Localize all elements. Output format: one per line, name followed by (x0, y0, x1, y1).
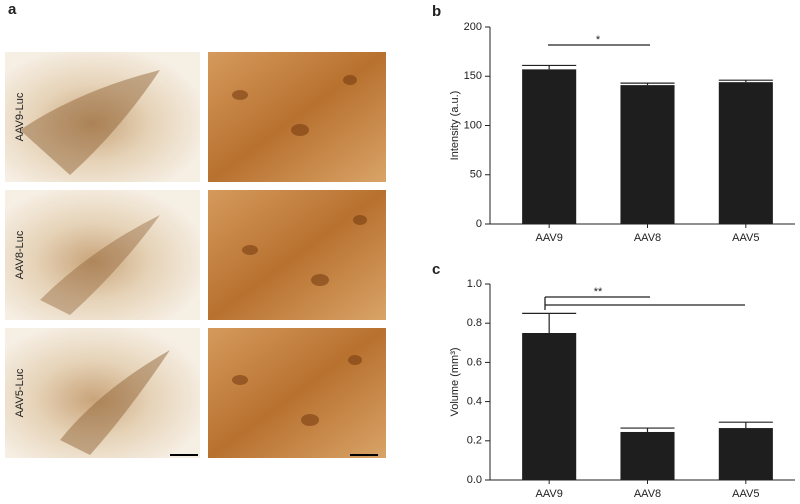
x-tick-label: AAV8 (634, 488, 661, 500)
y-tick-label: 200 (464, 21, 482, 33)
significance-label: ** (594, 286, 603, 298)
y-axis-label: Volume (mm³) (449, 347, 461, 416)
y-tick-label: 0.8 (467, 317, 482, 329)
significance-label: * (596, 34, 601, 46)
error-bar (522, 312, 577, 333)
x-tick-label: AAV8 (634, 232, 661, 244)
x-tick-label: AAV5 (732, 488, 759, 500)
y-tick-label: 100 (464, 119, 482, 131)
bar (620, 431, 675, 480)
y-tick-label: 0.4 (467, 396, 482, 408)
bar (522, 69, 577, 224)
x-tick-label: AAV5 (732, 232, 759, 244)
bar (718, 428, 773, 480)
micrograph (208, 52, 386, 182)
row-label: AAV9-Luc (14, 92, 26, 141)
micrograph-detail (60, 350, 170, 455)
micrographs (5, 52, 386, 458)
row-label: AAV8-Luc (14, 230, 26, 279)
error-bar (620, 82, 675, 86)
y-axis-label: Intensity (a.u.) (449, 91, 461, 161)
error-bar (718, 79, 773, 83)
micrograph (5, 328, 200, 458)
y-tick-label: 1.0 (467, 278, 482, 290)
x-tick-label: AAV9 (536, 232, 563, 244)
micrograph-detail (40, 215, 160, 315)
bar (522, 333, 577, 480)
row-label: AAV5-Luc (14, 368, 26, 417)
micrograph (208, 190, 386, 320)
bar (620, 85, 675, 225)
panel-label: b (432, 3, 441, 20)
y-tick-label: 50 (470, 169, 482, 181)
error-bar (620, 427, 675, 432)
panel-label: c (432, 261, 440, 278)
error-bar (718, 421, 773, 429)
micrograph (5, 190, 200, 320)
y-tick-label: 150 (464, 70, 482, 82)
y-tick-label: 0.2 (467, 435, 482, 447)
y-tick-label: 0 (476, 218, 482, 230)
y-tick-label: 0.0 (467, 474, 482, 486)
significance (544, 44, 745, 310)
micrograph-detail (20, 70, 160, 175)
x-tick-label: AAV9 (536, 488, 563, 500)
panel-label: a (8, 1, 17, 18)
micrograph (5, 52, 200, 182)
bar (718, 82, 773, 224)
y-tick-label: 0.6 (467, 356, 482, 368)
error-bar (522, 64, 577, 70)
micrograph (208, 328, 386, 458)
